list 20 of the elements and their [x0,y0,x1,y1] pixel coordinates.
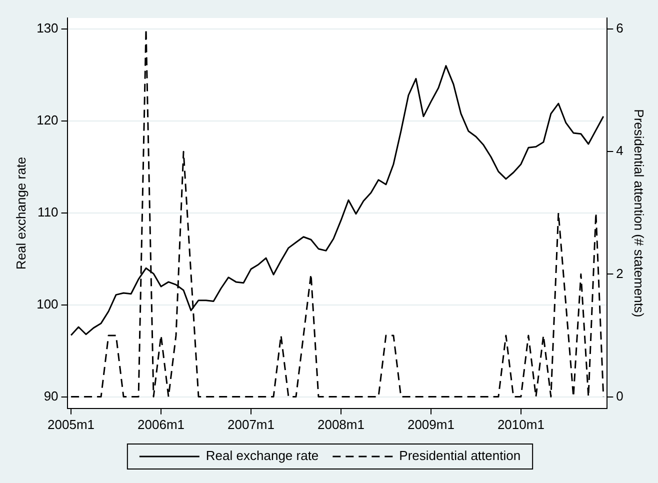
x-tick-label: 2009m1 [407,416,454,432]
legend-label: Real exchange rate [206,448,319,464]
y-tick-label: 100 [36,296,58,312]
y-axis-title: Real exchange rate [13,156,28,270]
y-tick-label: 120 [36,112,58,128]
y-tick-label: 90 [44,388,58,404]
y2-tick-label: 2 [616,266,624,281]
y-tick-label: 130 [36,20,58,36]
legend-label: Presidential attention [399,448,521,464]
y2-axis-title: Presidential attention (# statements) [632,109,647,318]
x-tick-label: 2007m1 [228,416,274,432]
y-tick-label: 110 [38,204,58,220]
x-tick-label: 2006m1 [138,416,185,432]
y2-tick-label: 4 [616,143,624,158]
x-tick-label: 2008m1 [317,416,364,432]
y2-tick-label: 0 [616,388,624,404]
x-tick-label: 2010m1 [497,416,544,432]
y2-tick-label: 6 [616,20,624,36]
x-tick-label: 2005m1 [48,416,95,432]
line-series [70,28,604,398]
